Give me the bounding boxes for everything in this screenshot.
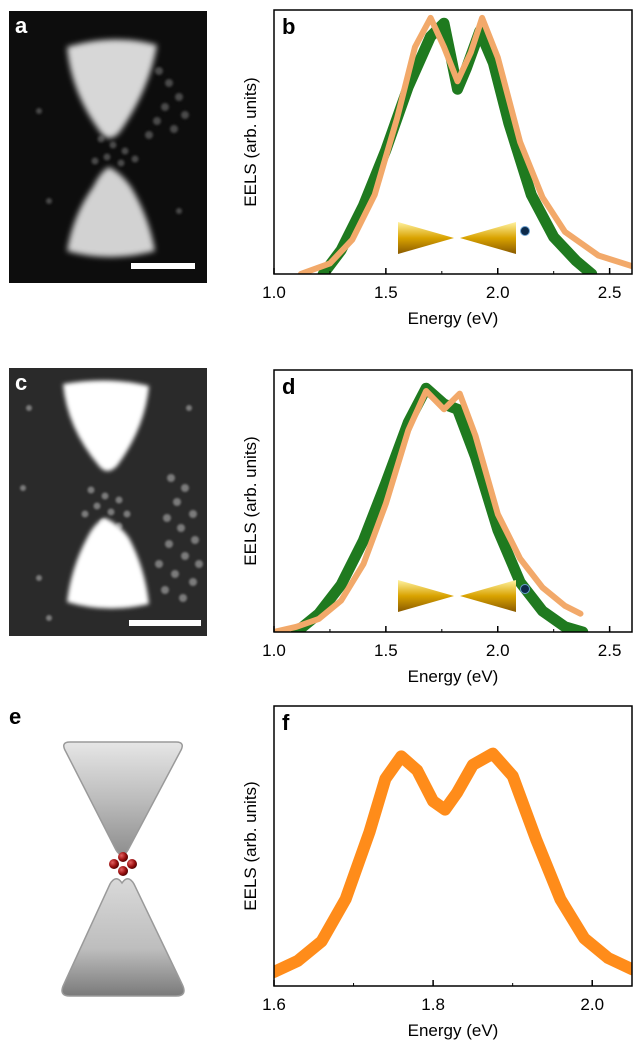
x-tick-label: 1.5 (374, 641, 398, 660)
plot-frame (273, 369, 633, 633)
series-line-1 (317, 17, 598, 274)
x-tick-label: 2.0 (486, 641, 510, 660)
panel-label-c: c (15, 370, 28, 395)
x-axis-label: Energy (eV) (408, 1021, 499, 1040)
probe-dot-icon (520, 226, 530, 236)
scale-bar-a (131, 263, 195, 269)
series-line-2 (274, 388, 584, 632)
x-tick-label: 2.0 (486, 283, 510, 302)
panel-label-f: f (282, 710, 290, 735)
micrograph-c: c (9, 368, 207, 636)
chart-f: 1.6 1.8 2.0 Energy (eV) EELS (arb. units) f (241, 705, 633, 1040)
bowtie-model (61, 741, 185, 997)
micrograph-a: a (9, 11, 207, 283)
y-axis-label: EELS (arb. units) (241, 781, 260, 910)
x-axis-label: Energy (eV) (408, 309, 499, 328)
panel-label-a: a (15, 13, 28, 38)
model-e: e (0, 700, 240, 1040)
bowtie-inset-icon (398, 580, 530, 612)
x-tick-label: 2.0 (580, 995, 604, 1014)
x-tick-label: 1.0 (262, 641, 286, 660)
y-axis-label: EELS (arb. units) (241, 77, 260, 206)
chart-d: 1.0 1.5 2.0 2.5 Energy (eV) EELS (arb. units)… (241, 369, 633, 686)
lower-triangle-particle (67, 167, 155, 257)
x-tick-label: 1.0 (262, 283, 286, 302)
scale-bar-c (129, 620, 201, 626)
series-line-1 (290, 382, 589, 632)
lower-triangle-particle (67, 518, 149, 609)
panel-label-d: d (282, 374, 295, 399)
upper-triangle-model (63, 741, 183, 856)
series-line-2 (297, 14, 632, 274)
x-tick-label: 2.5 (598, 283, 622, 302)
series-line-1 (274, 747, 632, 978)
bowtie-inset-icon (398, 222, 530, 254)
probe-dot-icon (520, 584, 530, 594)
quantum-emitters (109, 852, 137, 876)
x-tick-label: 2.5 (598, 641, 622, 660)
plot-frame (273, 9, 633, 275)
micrograph-a-image (9, 11, 207, 283)
lower-triangle-model (61, 878, 185, 997)
chart-b: 1.0 1.5 2.0 2.5 Energy (eV) EELS (arb. units)… (241, 9, 633, 328)
micrograph-c-image (9, 368, 207, 636)
y-axis-label: EELS (arb. units) (241, 436, 260, 565)
panel-label-b: b (282, 14, 295, 39)
x-tick-label: 1.5 (374, 283, 398, 302)
x-tick-label: 1.8 (421, 995, 445, 1014)
x-tick-label: 1.6 (262, 995, 286, 1014)
x-axis-label: Energy (eV) (408, 667, 499, 686)
upper-triangle-particle (67, 39, 157, 138)
panel-label-e: e (9, 704, 22, 729)
upper-triangle-particle (63, 380, 149, 471)
plot-frame (273, 705, 633, 987)
